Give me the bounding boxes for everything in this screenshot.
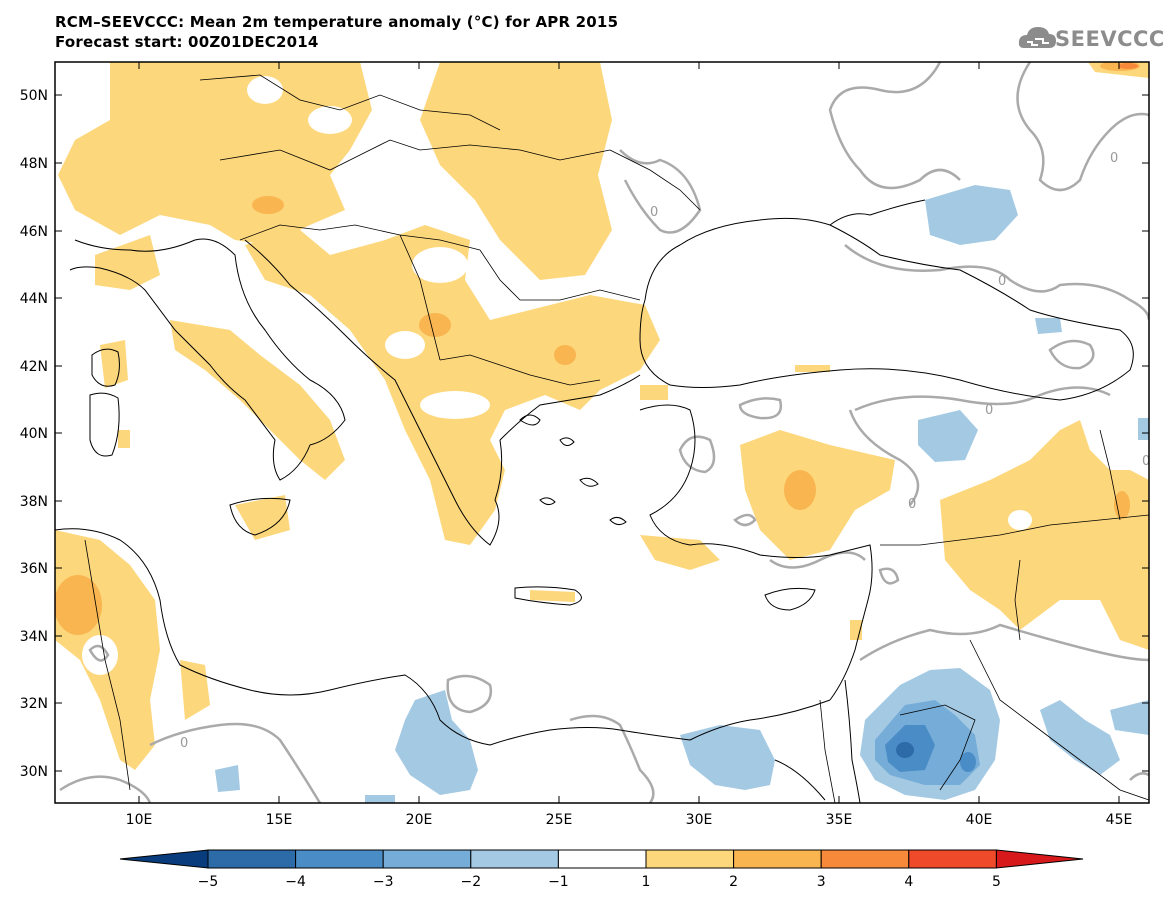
lon-label: 15E	[266, 812, 293, 828]
title-line-2: Forecast start: 00Z01DEC2014	[55, 33, 319, 51]
warm-field-gaps	[82, 76, 1032, 675]
colorbar-label: 3	[817, 874, 826, 890]
warm-anomaly-cores	[55, 62, 1140, 635]
contour-label: 0	[985, 403, 993, 418]
map-area: 0 0 0 0 0 0 0	[55, 62, 1150, 803]
lon-label: 30E	[686, 812, 713, 828]
lat-label: 44N	[20, 291, 48, 307]
colorbar-arrow-low	[119, 849, 209, 869]
colorbar-swatch	[470, 849, 559, 869]
colorbar-arrow-high	[995, 849, 1084, 869]
colorbar-label: 1	[642, 874, 651, 890]
colorbar-label: −1	[548, 874, 569, 890]
lon-label: 25E	[546, 812, 573, 828]
colorbar-label: 4	[904, 874, 913, 890]
lat-label: 46N	[20, 224, 48, 240]
latitude-axis: 50N 48N 46N 44N 42N 40N 38N 36N 34N 32N …	[20, 88, 1149, 780]
coastlines	[55, 199, 1134, 803]
contour-labels: 0 0 0 0 0 0 0	[180, 151, 1150, 751]
warm-anomaly-peak	[1118, 63, 1138, 69]
lat-label: 50N	[20, 88, 48, 104]
colorbar-swatch	[645, 849, 735, 869]
lat-label: 30N	[20, 764, 48, 780]
colorbar: −5 −4 −3 −2 −1 1 2 3 4 5	[119, 849, 1084, 890]
lat-label: 32N	[20, 696, 48, 712]
colorbar-label: −3	[373, 874, 394, 890]
contour-label: 0	[180, 736, 188, 751]
colorbar-swatch	[207, 849, 297, 869]
colorbar-swatch	[908, 849, 997, 869]
lon-label: 45E	[1106, 812, 1133, 828]
longitude-axis: 10E 15E 20E 25E 30E 35E 40E 45E	[126, 62, 1133, 828]
logo-text: SEEVCCC	[1055, 27, 1165, 51]
title-line-1: RCM–SEEVCCC: Mean 2m temperature anomaly…	[55, 13, 619, 31]
colorbar-swatch	[557, 849, 647, 869]
colorbar-label: −5	[198, 874, 219, 890]
lon-label: 20E	[406, 812, 433, 828]
colorbar-label: −4	[285, 874, 306, 890]
colorbar-label: 2	[729, 874, 738, 890]
contour-label: 0	[1142, 454, 1150, 469]
colorbar-label: −2	[460, 874, 481, 890]
cloud-icon	[1018, 27, 1056, 48]
colorbar-label: 5	[992, 874, 1001, 890]
map-title: RCM–SEEVCCC: Mean 2m temperature anomaly…	[55, 12, 618, 52]
lat-label: 36N	[20, 561, 48, 577]
colorbar-swatch	[382, 849, 472, 869]
lat-label: 42N	[20, 359, 48, 375]
colorbar-swatch	[295, 849, 384, 869]
cool-anomaly-cores	[875, 700, 980, 785]
contour-label: 0	[650, 205, 658, 220]
lat-label: 38N	[20, 494, 48, 510]
lon-label: 35E	[826, 812, 853, 828]
contour-label: 0	[908, 497, 916, 512]
zero-contours	[59, 62, 1149, 803]
lon-label: 10E	[126, 812, 153, 828]
lat-label: 40N	[20, 426, 48, 442]
lat-label: 48N	[20, 156, 48, 172]
colorbar-swatch	[733, 849, 822, 869]
contour-label: 0	[1110, 151, 1118, 166]
colorbar-swatch	[820, 849, 910, 869]
borders	[84, 74, 1149, 803]
lat-label: 34N	[20, 629, 48, 645]
contour-label: 0	[998, 274, 1006, 289]
lon-label: 40E	[966, 812, 993, 828]
